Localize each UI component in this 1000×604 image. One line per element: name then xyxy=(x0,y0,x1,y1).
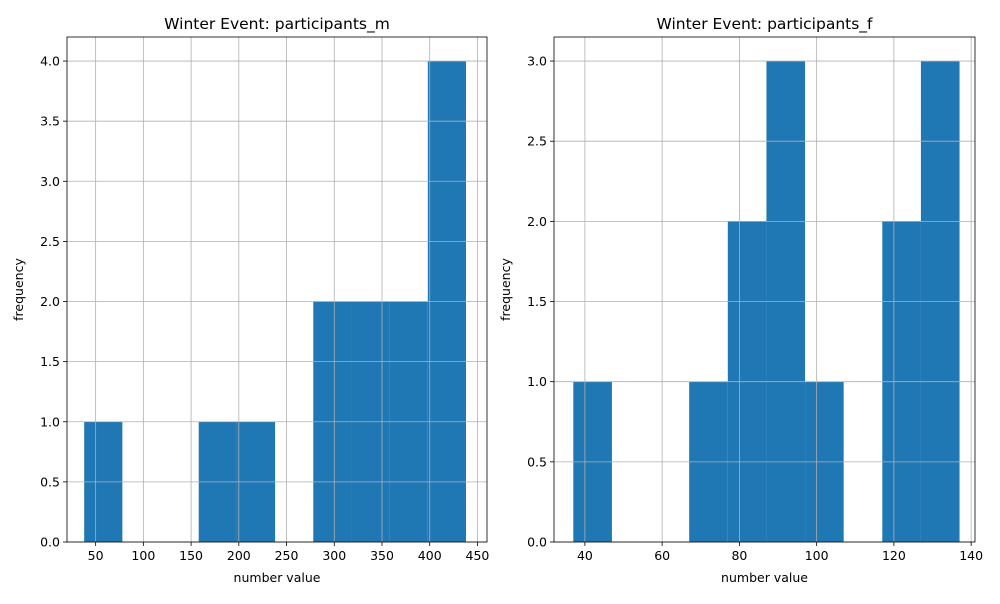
y-tick-label: 4.0 xyxy=(40,54,60,69)
y-tick-label: 2.5 xyxy=(527,134,547,149)
x-tick-label: 300 xyxy=(322,548,346,563)
x-tick-label: 100 xyxy=(805,548,829,563)
x-tick-label: 200 xyxy=(227,548,251,563)
chart-title: Winter Event: participants_m xyxy=(164,15,390,34)
x-tick-label: 80 xyxy=(731,548,747,563)
chart-participants-m: 50 100 150 200 250 300 350 400 450 0.0 0.5 1.0 1.5 2.… xyxy=(11,15,489,585)
y-tick-label: 1.5 xyxy=(527,294,547,309)
y-tick-label: 0.0 xyxy=(527,535,547,550)
x-tick-label: 250 xyxy=(275,548,299,563)
x-tick-label: 40 xyxy=(577,548,593,563)
y-tick-label: 2.5 xyxy=(40,234,60,249)
y-tick-label: 3.5 xyxy=(40,114,60,129)
y-tick-label: 3.0 xyxy=(40,174,60,189)
y-tick-label: 2.0 xyxy=(527,214,547,229)
x-tick-label: 120 xyxy=(882,548,906,563)
x-tick-label: 140 xyxy=(959,548,983,563)
x-tick-label: 350 xyxy=(370,548,394,563)
x-tick-label: 450 xyxy=(466,548,490,563)
y-tick-label: 0.0 xyxy=(40,535,60,550)
y-tick-label: 0.5 xyxy=(527,454,547,469)
chart-participants-f: 40 60 80 100 120 140 0.0 0.5 1.0 1.5 2.0 2.5 3.0 Wint… xyxy=(498,15,983,585)
y-axis-label: frequency xyxy=(11,258,26,321)
x-axis-label: number value xyxy=(234,570,321,585)
x-tick-label: 400 xyxy=(418,548,442,563)
y-tick-label: 1.0 xyxy=(527,374,547,389)
y-tick-label: 2.0 xyxy=(40,294,60,309)
chart-title: Winter Event: participants_f xyxy=(656,15,873,34)
x-tick-label: 100 xyxy=(131,548,155,563)
y-tick-label: 3.0 xyxy=(527,54,547,69)
x-tick-label: 50 xyxy=(88,548,104,563)
y-tick-label: 1.5 xyxy=(40,354,60,369)
x-axis-label: number value xyxy=(721,570,808,585)
plot-frame xyxy=(66,36,488,543)
y-axis-label: frequency xyxy=(498,258,513,321)
y-tick-label: 1.0 xyxy=(40,414,60,429)
x-tick-label: 60 xyxy=(654,548,670,563)
plot-frame xyxy=(553,36,976,543)
y-tick-label: 0.5 xyxy=(40,474,60,489)
x-tick-label: 150 xyxy=(179,548,203,563)
